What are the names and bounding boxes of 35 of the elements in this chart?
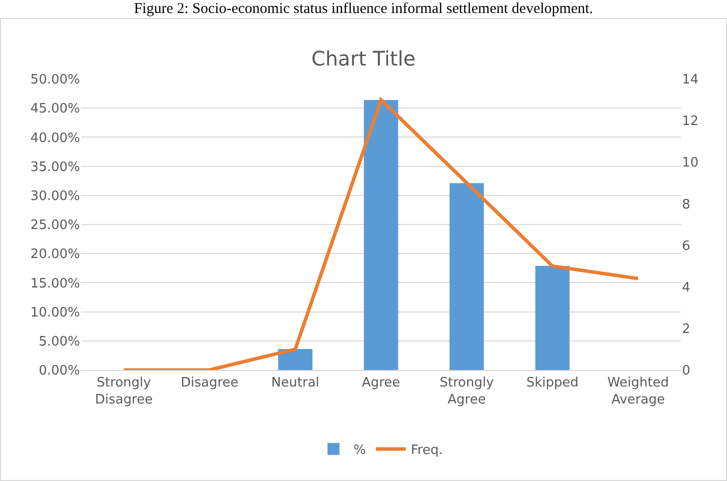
y-tick-label: 50.00%	[30, 72, 80, 88]
x-tick-label: Neutral	[271, 376, 320, 391]
y-tick-label: 20.00%	[30, 247, 80, 262]
legend-label: Freq.	[410, 443, 443, 458]
x-tick-label: Skipped	[526, 376, 579, 391]
y-tick-label: 35.00%	[30, 160, 80, 175]
y-tick-label: 45.00%	[30, 102, 80, 117]
y-tick-label: 5.00%	[38, 334, 80, 350]
bar	[364, 100, 398, 370]
y-tick-label: 25.00%	[30, 218, 80, 234]
line-series	[122, 98, 640, 370]
y-tick-label: 0.00%	[38, 364, 80, 379]
y-tick-label: 15.00%	[30, 276, 80, 292]
y2-tick-label: 0	[682, 364, 690, 379]
x-tick-label: Disagree	[180, 376, 238, 391]
y2-tick-label: 14	[682, 72, 699, 88]
bar	[535, 266, 570, 370]
x-tick-label: Agree	[362, 376, 400, 391]
x-tick-label: Strongly Agree	[440, 376, 494, 408]
y2-tick-label: 4	[682, 280, 690, 296]
y-tick-label: 30.00%	[30, 188, 80, 204]
y2-tick-label: 6	[682, 238, 690, 254]
bar	[450, 183, 484, 370]
y-tick-label: 40.00%	[30, 130, 80, 146]
y-tick-label: 10.00%	[30, 305, 80, 320]
legend-label: %	[354, 443, 366, 458]
chart-title: Chart Title	[311, 46, 416, 70]
x-tick-label: Strongly Disagree	[95, 376, 153, 408]
bar	[278, 349, 312, 370]
y2-tick-label: 8	[682, 197, 690, 212]
y2-tick-label: 10	[682, 156, 699, 171]
caption: Figure 2: Socio-economic status influence informal settlement development.	[132, 0, 594, 18]
x-tick-label: Weighted Average	[607, 376, 669, 408]
y2-tick-label: 2	[682, 322, 690, 337]
y2-tick-label: 12	[682, 114, 699, 130]
